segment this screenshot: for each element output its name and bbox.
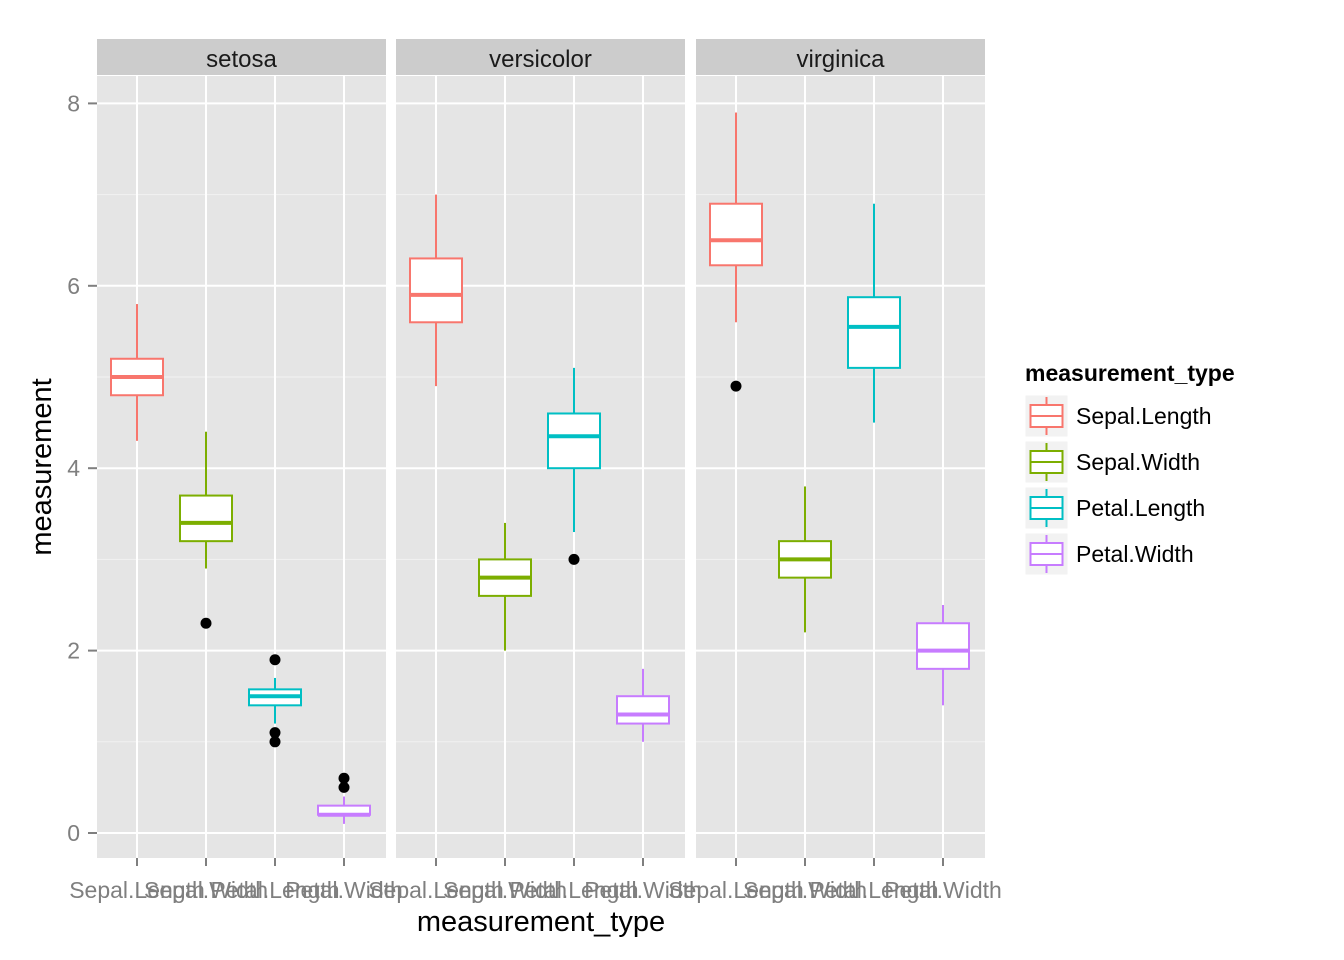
- iqr-box: [847, 296, 901, 369]
- y-tick-label: 6: [67, 273, 80, 299]
- facet-strip-label: versicolor: [489, 46, 592, 73]
- boxplot-virginica-Petal.Width: [916, 605, 970, 706]
- legend-item-Petal.Length: Petal.Length: [1024, 486, 1205, 530]
- legend-item-Sepal.Width: Sepal.Width: [1024, 440, 1200, 484]
- iqr-box: [547, 412, 601, 470]
- outlier-point: [269, 654, 281, 666]
- legend-item-Petal.Width: Petal.Width: [1024, 532, 1194, 576]
- boxplot-virginica-Sepal.Length: [709, 112, 763, 392]
- iqr-box: [179, 494, 233, 543]
- outlier-point: [568, 553, 580, 565]
- outlier-point: [200, 617, 212, 629]
- boxplot-setosa-Sepal.Width: [179, 431, 233, 629]
- boxplot-virginica-Sepal.Width: [778, 486, 832, 633]
- panel-background: [396, 76, 685, 858]
- x-tick-label: Sepal.Width: [144, 877, 268, 903]
- panel-background: [97, 76, 386, 858]
- outlier-point: [730, 380, 742, 392]
- iqr-box: [709, 202, 763, 267]
- panel-background: [696, 76, 985, 858]
- boxplot-versicolor-Petal.Length: [547, 367, 601, 565]
- y-tick-label: 8: [67, 90, 80, 116]
- x-tick-label: Sepal.Length: [368, 877, 504, 903]
- boxplot-virginica-Petal.Length: [847, 203, 901, 423]
- iqr-box: [916, 622, 970, 670]
- outlier-point: [269, 736, 281, 748]
- x-tick-label: Petal.Length: [509, 877, 638, 903]
- legend: measurement_type Sepal.Length Sepal.Width…: [1024, 360, 1235, 576]
- iqr-box: [616, 695, 670, 725]
- facet-panel-versicolor: versicolor Sepal.LengthSepal.WidthPetal.L…: [368, 39, 702, 903]
- y-tick-label: 0: [67, 820, 80, 846]
- outlier-point: [338, 781, 350, 793]
- legend-title: measurement_type: [1025, 360, 1235, 386]
- y-axis-title: measurement: [26, 378, 58, 555]
- facet-strip: [97, 39, 386, 75]
- x-tick-label: Petal.Length: [210, 877, 339, 903]
- outlier-point: [269, 727, 281, 739]
- x-tick-label: Petal.Length: [809, 877, 938, 903]
- facet-strip: [396, 39, 685, 75]
- boxplot-setosa-Petal.Length: [248, 654, 302, 748]
- legend-label: Petal.Length: [1076, 495, 1205, 521]
- x-tick-label: Petal.Width: [584, 877, 702, 903]
- legend-label: Petal.Width: [1076, 541, 1194, 567]
- facet-strip-label: setosa: [206, 46, 277, 73]
- boxplot-versicolor-Petal.Width: [616, 668, 670, 742]
- boxplot-setosa-Sepal.Length: [110, 304, 164, 441]
- y-tick-label: 2: [67, 638, 80, 664]
- boxplot-setosa-Petal.Width: [317, 772, 371, 824]
- facet-panels: setosaSepal.LengthSepal.WidthPetal.Lengt…: [69, 39, 1002, 903]
- legend-label: Sepal.Length: [1076, 403, 1212, 429]
- x-tick-label: Petal.Width: [285, 877, 403, 903]
- legend-label: Sepal.Width: [1076, 449, 1200, 475]
- y-tick-label: 4: [67, 455, 80, 481]
- iqr-box: [409, 257, 463, 324]
- facet-strip-label: virginica: [796, 46, 885, 73]
- facet-panel-virginica: virginica Sepal.LengthSepal.WidthPetal.Le…: [668, 39, 1002, 903]
- y-axis: 0 2 4 6 8: [67, 90, 97, 846]
- facet-panel-setosa: setosa Sepal.LengthSepal.WidthPetal.Lengt…: [69, 39, 403, 903]
- x-tick-label: Sepal.Width: [443, 877, 567, 903]
- outlier-point: [338, 772, 350, 784]
- x-tick-label: Petal.Width: [884, 877, 1002, 903]
- legend-item-Sepal.Length: Sepal.Length: [1024, 394, 1212, 438]
- facet-strip: [696, 39, 985, 75]
- x-axis-title: measurement_type: [417, 906, 665, 938]
- x-tick-label: Sepal.Width: [743, 877, 867, 903]
- x-tick-label: Sepal.Length: [668, 877, 804, 903]
- x-tick-label: Sepal.Length: [69, 877, 205, 903]
- boxplot-versicolor-Sepal.Length: [409, 194, 463, 387]
- boxplot-versicolor-Sepal.Width: [478, 522, 532, 651]
